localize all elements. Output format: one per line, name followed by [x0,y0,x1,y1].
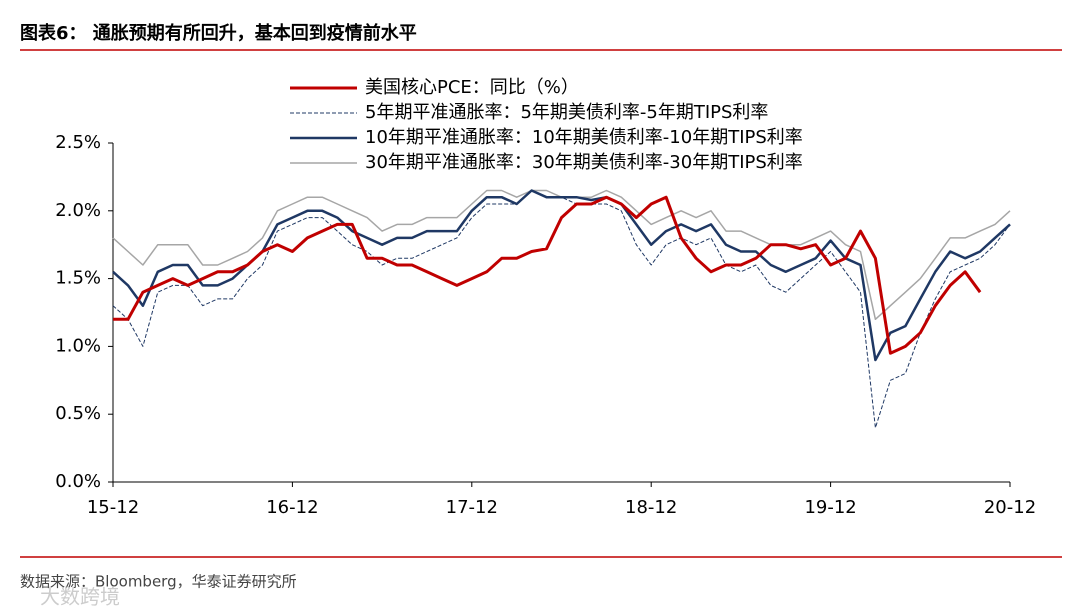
y-tick-label: 0.5% [55,403,101,424]
series-line [113,195,982,355]
y-tick-label: 1.0% [55,335,101,356]
legend-label: 30年期平准通胀率：30年期美债利率-30年期TIPS利率 [365,152,803,173]
source: 数据来源：Bloomberg，华泰证券研究所 [20,573,297,591]
legend-label: 5年期平准通胀率：5年期美债利率-5年期TIPS利率 [365,102,768,123]
series-line [112,190,1011,429]
y-tick-label: 2.0% [55,200,101,221]
chart-title: 图表6： 通胀预期有所回升，基本回到疫情前水平 [20,22,417,44]
series-line [112,189,1011,321]
x-tick-label: 17-12 [446,497,498,518]
x-tick-label: 18-12 [625,497,677,518]
legend-label: 10年期平准通胀率：10年期美债利率-10年期TIPS利率 [365,127,803,148]
x-tick-label: 15-12 [87,497,139,518]
y-tick-label: 2.5% [55,132,101,153]
watermark: 大数跨境 [40,585,120,609]
y-tick-label: 0.0% [55,471,101,492]
x-tick-label: 19-12 [804,497,856,518]
x-tick-label: 16-12 [266,497,318,518]
legend-label: 美国核心PCE：同比（%） [365,77,579,98]
y-tick-label: 1.5% [55,268,101,289]
x-tick-label: 20-12 [984,497,1036,518]
